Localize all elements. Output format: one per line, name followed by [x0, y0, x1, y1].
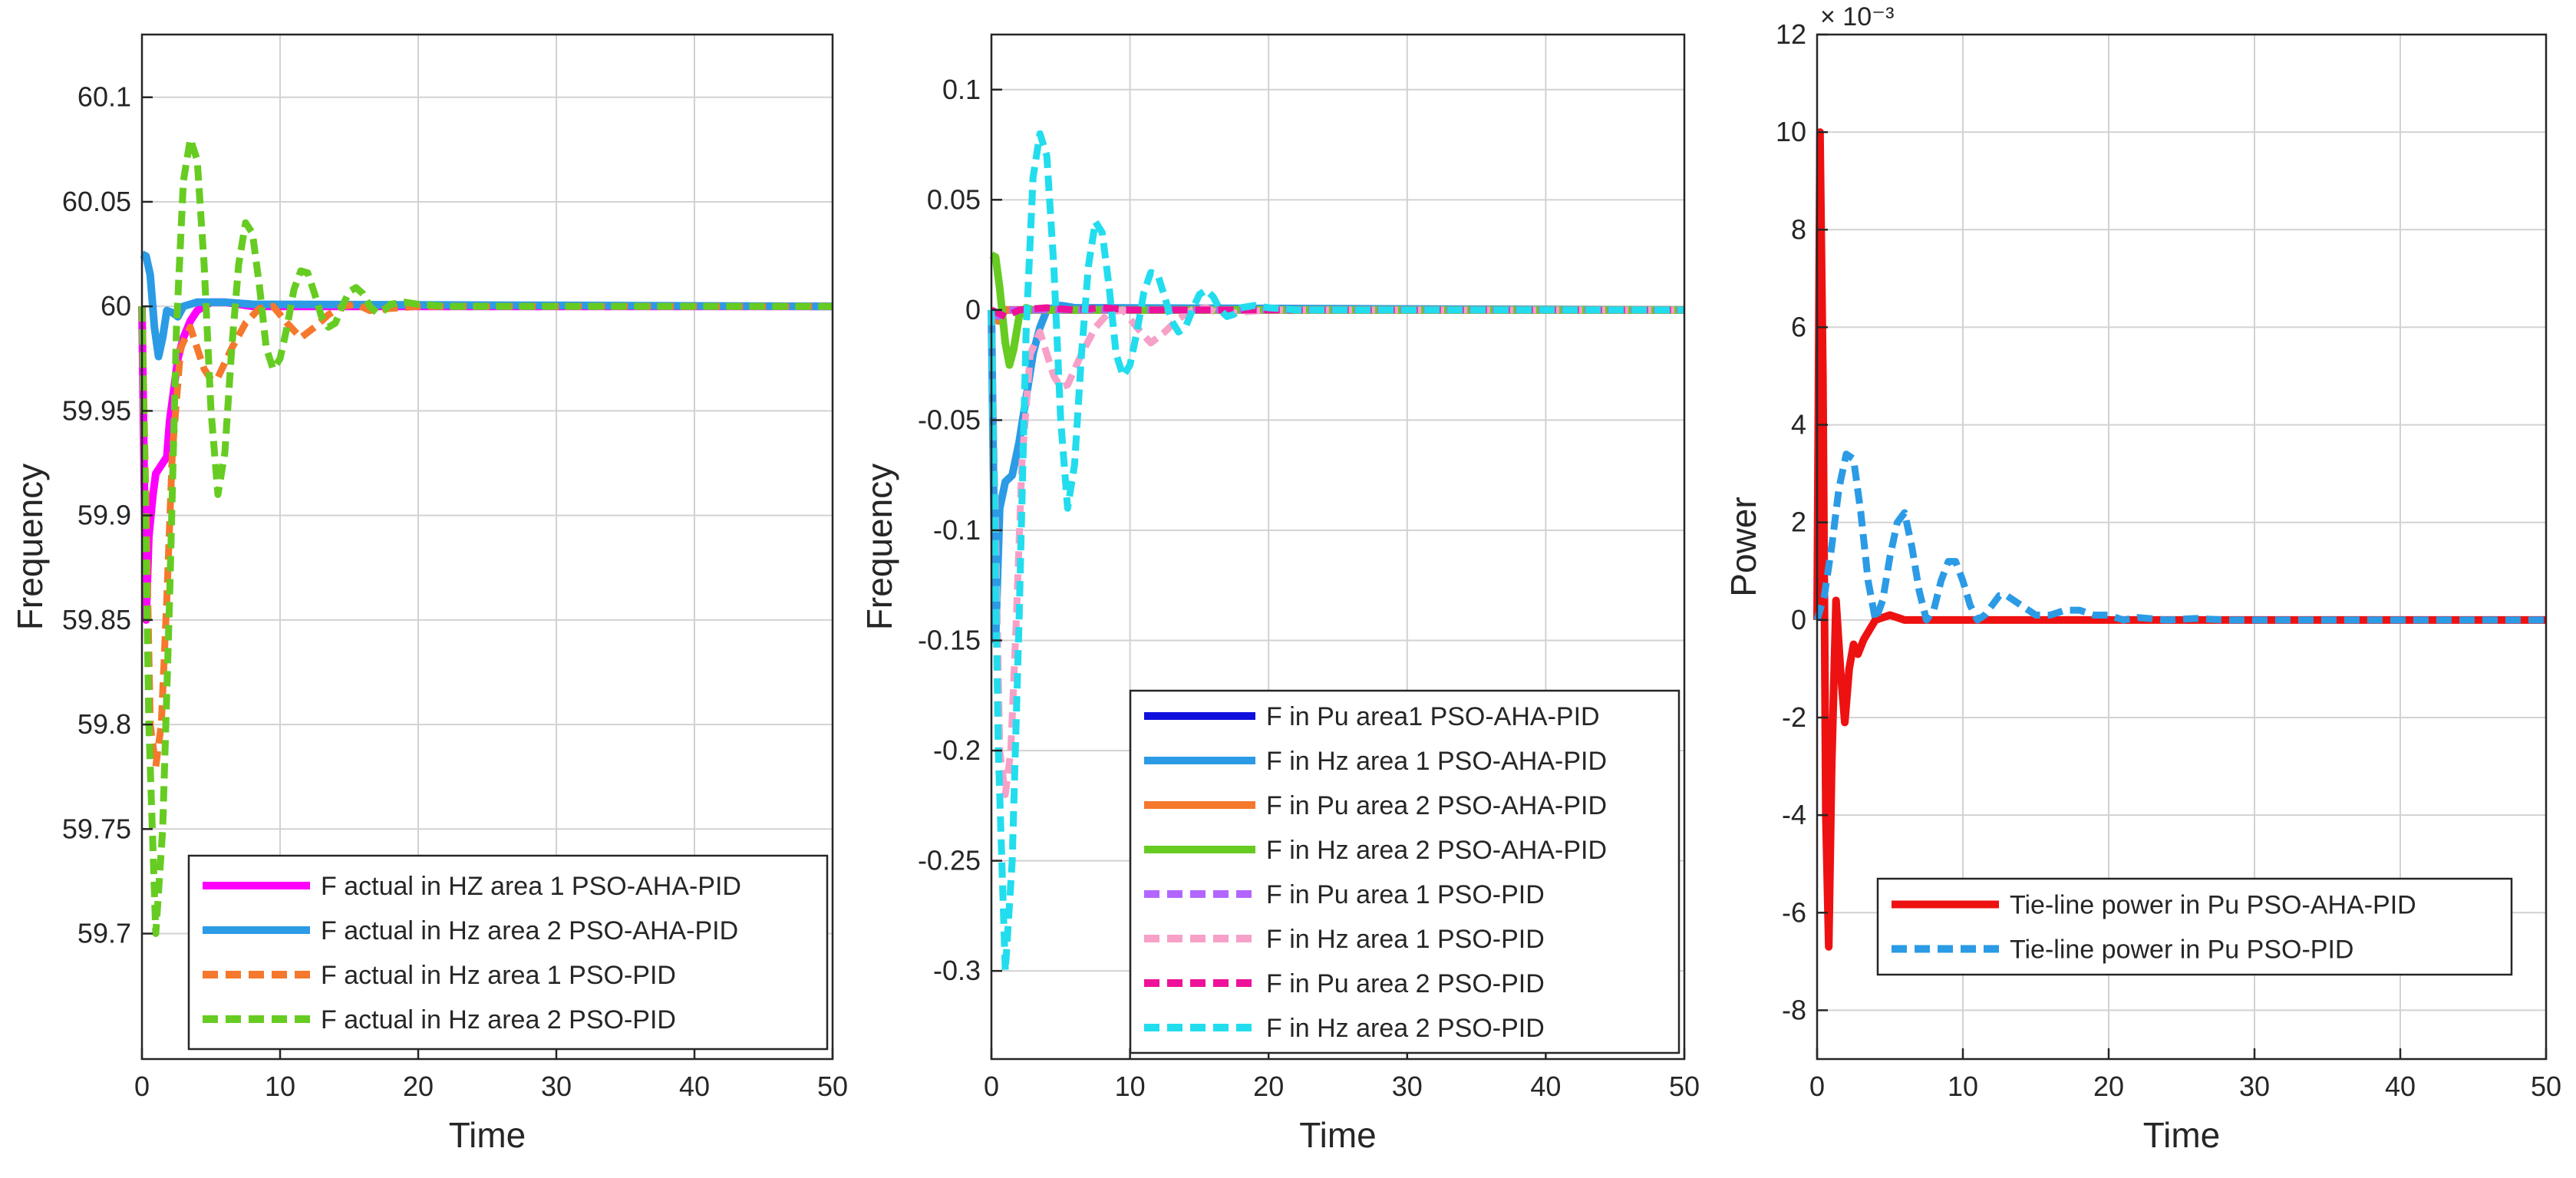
y-tick-label: -4: [1782, 799, 1806, 830]
y-tick-label: 59.95: [62, 394, 131, 426]
legend-label: F actual in Hz area 1 PSO-PID: [321, 961, 676, 990]
y-axis-label: Frequency: [10, 464, 50, 630]
series-line-tie-line-power-in-pu-pso-pid: [1813, 450, 2546, 624]
x-tick-label: 0: [984, 1071, 999, 1102]
y-tick-label: -0.3: [933, 955, 981, 986]
legend-label: F in Hz area 1 PSO-PID: [1266, 925, 1545, 954]
y-tick-label: -2: [1782, 701, 1806, 733]
x-tick-label: 30: [541, 1071, 572, 1102]
y-tick-label: 59.85: [62, 604, 131, 635]
legend: Tie-line power in Pu PSO-AHA-PID Tie-line…: [1876, 877, 2513, 976]
y-tick-label: 4: [1791, 409, 1806, 441]
x-tick-label: 0: [1809, 1071, 1825, 1102]
y-tick-label: -6: [1782, 896, 1806, 928]
y-tick-label: 12: [1776, 18, 1806, 50]
y-tick-label: 60: [101, 290, 131, 322]
legend-box: [1129, 689, 1681, 1054]
y-tick-label: 10: [1776, 116, 1806, 147]
legend-label: F in Pu area1 PSO-AHA-PID: [1266, 702, 1600, 731]
chart-tie-line-power: 0 10 20 30 40 50 -8 -6 -4 -2 0 2 4 6 8 10 12 Time Power × 1…: [1723, 2, 2561, 1155]
chart-frequency-pu: 0 10 20 30 40 50 -0.3 -0.25 -0.2 -0.15 -0.1 -0.05 0 0…: [859, 33, 1700, 1155]
y-tick-label: 59.9: [78, 500, 131, 531]
series-line-tie-line-power-in-pu-pso-aha-pid: [1813, 128, 2546, 951]
y-tick-label: 0.05: [927, 183, 981, 215]
legend-label: F actual in Hz area 2 PSO-AHA-PID: [321, 916, 738, 945]
chart-frequency-hz: 0 10 20 30 40 50 59.7 59.75 59.8 59.85 59.9 59.95 60…: [10, 33, 848, 1155]
y-tick-label: -0.05: [918, 404, 981, 435]
legend-label: F in Pu area 2 PSO-AHA-PID: [1266, 791, 1607, 820]
plot-frame: [990, 33, 1686, 1061]
x-tick-label: 50: [817, 1071, 848, 1102]
series-line-f-in-hz-area-2-pso-pid: [988, 130, 1684, 975]
x-axis-label: Time: [449, 1115, 526, 1155]
x-axis-label: Time: [2143, 1115, 2221, 1155]
legend-label: F in Pu area 1 PSO-PID: [1266, 880, 1545, 909]
x-tick-label: 50: [1669, 1071, 1700, 1102]
x-tick-label: 30: [2239, 1071, 2270, 1102]
legend-label: F actual in HZ area 1 PSO-AHA-PID: [321, 872, 741, 901]
x-tick-label: 30: [1392, 1071, 1423, 1102]
y-tick-label: 59.7: [78, 918, 131, 949]
y-tick-label: 8: [1791, 213, 1806, 245]
x-axis-label: Time: [1299, 1115, 1377, 1155]
y-axis-label: Frequency: [859, 464, 899, 630]
y-tick-label: 6: [1791, 311, 1806, 342]
y-tick-label: 2: [1791, 507, 1806, 538]
y-tick-label: -0.1: [933, 514, 981, 546]
x-tick-label: 10: [265, 1071, 295, 1102]
y-tick-label: 59.75: [62, 813, 131, 844]
legend-label: F in Pu area 2 PSO-PID: [1266, 969, 1545, 998]
y-tick-label: -0.15: [918, 625, 981, 656]
x-tick-label: 40: [679, 1071, 710, 1102]
y-tick-label: 60.1: [78, 81, 131, 113]
legend-label: F in Hz area 2 PSO-PID: [1266, 1014, 1545, 1043]
x-tick-label: 20: [2093, 1071, 2124, 1102]
y-tick-label: -0.2: [933, 734, 981, 766]
y-tick-label: 0.1: [942, 74, 981, 105]
y-tick-label: -0.25: [918, 845, 981, 876]
legend: F actual in HZ area 1 PSO-AHA-PID F actua…: [187, 854, 829, 1051]
x-tick-label: 0: [134, 1071, 150, 1102]
plot-frame: [140, 33, 834, 1061]
legend-label: F in Hz area 1 PSO-AHA-PID: [1266, 747, 1607, 776]
legend-label: Tie-line power in Pu PSO-AHA-PID: [2010, 891, 2416, 920]
series-line-f-in-pu-area-2-pso-pid: [990, 304, 1684, 320]
x-tick-label: 50: [2531, 1071, 2561, 1102]
y-tick-label: 0: [965, 294, 981, 325]
x-tick-label: 40: [2385, 1071, 2416, 1102]
x-tick-label: 10: [1948, 1071, 1978, 1102]
x-tick-label: 40: [1530, 1071, 1561, 1102]
series-line-f-actual-in-hz-area-1-pso-pid: [138, 301, 833, 770]
legend-label: F in Hz area 2 PSO-AHA-PID: [1266, 836, 1607, 865]
y-tick-label: 0: [1791, 604, 1806, 635]
plot-frame: [1816, 33, 2548, 1061]
x-tick-label: 20: [1253, 1071, 1284, 1102]
legend-label: F actual in Hz area 2 PSO-PID: [321, 1005, 676, 1034]
legend-label: Tie-line power in Pu PSO-PID: [2010, 935, 2353, 965]
y-tick-label: 59.8: [78, 708, 131, 740]
y-axis-label: Power: [1723, 497, 1763, 596]
y-tick-label: -8: [1782, 994, 1806, 1025]
y-tick-label: 60.05: [62, 186, 131, 217]
series-line-f-actual-in-hz-area-2-pso-aha-pid: [140, 250, 833, 361]
x-tick-label: 20: [403, 1071, 434, 1102]
x-tick-label: 10: [1115, 1071, 1146, 1102]
series-line-f-actual-in-hz-area-2-pso-pid: [138, 135, 833, 937]
y-axis-exponent: × 10⁻³: [1820, 2, 1894, 31]
legend-box: [1876, 877, 2513, 976]
legend: F in Pu area1 PSO-AHA-PID F in Hz area 1 …: [1129, 689, 1681, 1054]
